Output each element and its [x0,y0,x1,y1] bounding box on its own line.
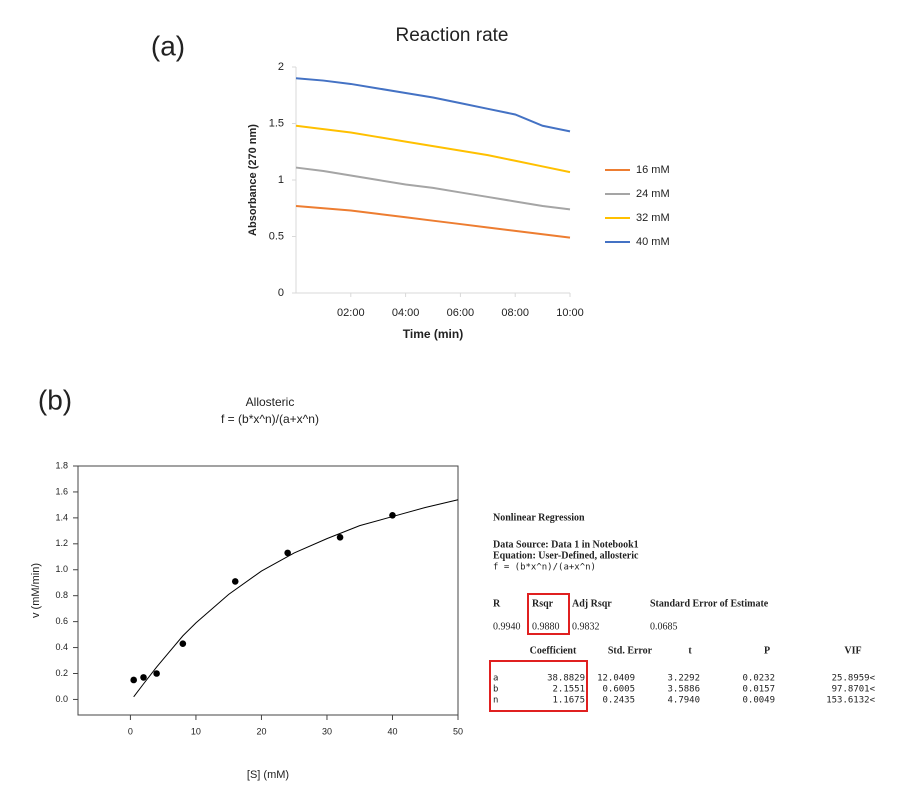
data-line [295,124,571,174]
stats-value: 0.0685 [650,621,678,632]
stats-header: Adj Rsqr [572,598,612,609]
fit-curve [133,499,459,698]
x-tick-label: 20 [256,726,266,736]
data-line [295,166,571,211]
y-tick-label: 0.2 [55,668,68,678]
y-tick-label: 2 [278,61,284,73]
coef-cell: 2.1551 [552,685,585,695]
x-tick-label: 10:00 [556,307,584,319]
coef-cell: 153.6132< [826,696,875,706]
regression-report: Nonlinear Regression Data Source: Data 1… [489,512,876,712]
x-tick-label: 02:00 [337,307,365,319]
x-tick-label: 10 [191,726,201,736]
y-tick-label: 0.6 [55,616,68,626]
coef-header: Coefficient [530,645,577,656]
y-tick-label: 1.8 [55,460,68,470]
legend-label: 32 mM [636,212,670,224]
coef-cell: 0.6005 [602,685,635,695]
coef-cell: 0.0232 [742,674,775,684]
legend-label: 16 mM [636,164,670,176]
x-tick-label: 04:00 [392,307,420,319]
y-tick-label: 0.5 [269,230,284,242]
y-tick-label: 1.2 [55,538,68,548]
y-tick-label: 0.0 [55,694,68,704]
coef-cell: 12.0409 [597,674,635,684]
stats-header: Rsqr [532,598,554,609]
coef-cell: 97.8701< [832,685,876,695]
y-axis-title: Absorbance (270 nm) [247,124,259,236]
x-tick-label: 40 [387,726,397,736]
x-tick-label: 50 [453,726,463,736]
panel-label: (b) [38,384,72,415]
data-point [284,549,291,557]
data-point [130,676,137,684]
y-tick-label: 1.4 [55,512,68,522]
y-axis-title: v (mM/min) [30,563,42,618]
plot-frame [77,465,459,716]
coef-cell: 38.8829 [547,674,585,684]
highlight-box [489,660,588,712]
y-tick-label: 1.5 [269,117,284,129]
x-axis-title: Time (min) [403,327,463,341]
coef-header: VIF [844,645,861,656]
chart-title: Reaction rate [395,25,508,46]
coef-cell: n [493,696,498,706]
data-point [336,534,344,541]
coef-cell: 4.7940 [667,696,700,706]
equation: Equation: User-Defined, allosteric [493,550,639,561]
formula: f = (b*x^n)/(a+x^n) [493,563,596,573]
chart-subtitle: f = (b*x^n)/(a+x^n) [221,412,319,426]
stats-header: R [493,598,501,609]
coef-cell: 25.8959< [832,674,876,684]
legend-label: 24 mM [636,188,670,200]
coef-cell: 0.2435 [602,696,635,706]
data-source: Data Source: Data 1 in Notebook1 [493,539,639,550]
coef-header: t [688,645,692,656]
coef-cell: 0.0157 [742,685,775,695]
x-tick-label: 0 [128,726,133,736]
report-title: Nonlinear Regression [493,512,585,523]
coef-cell: a [493,674,498,684]
chart-title: Allosteric [246,395,295,409]
coef-cell: 3.5886 [667,685,700,695]
panel-label: (a) [151,30,185,61]
y-tick-label: 1.0 [55,564,68,574]
data-point [153,670,160,677]
legend-label: 40 mM [636,236,670,248]
coef-cell: b [493,685,498,695]
y-tick-label: 1 [278,174,284,186]
y-tick-label: 0 [278,287,284,299]
x-axis-title: [S] (mM) [247,769,289,781]
coef-cell: 1.1675 [552,696,585,706]
data-point [231,578,239,585]
x-tick-label: 30 [322,726,332,736]
data-point [140,674,147,681]
data-line [295,204,571,239]
coef-cell: 3.2292 [667,674,700,684]
coef-cell: 0.0049 [742,696,775,706]
data-point [179,640,187,647]
y-tick-label: 0.4 [55,642,68,652]
stats-value: 0.9880 [532,621,560,632]
y-tick-label: 0.8 [55,590,68,600]
stats-header: Standard Error of Estimate [650,598,769,609]
x-tick-label: 06:00 [447,307,475,319]
stats-value: 0.9832 [572,621,600,632]
coef-header: P [764,645,770,656]
coef-header: Std. Error [608,645,653,656]
stats-value: 0.9940 [493,621,521,632]
highlight-box [527,593,570,635]
y-tick-label: 1.6 [55,486,68,496]
x-tick-label: 08:00 [501,307,529,319]
data-line [295,77,571,133]
